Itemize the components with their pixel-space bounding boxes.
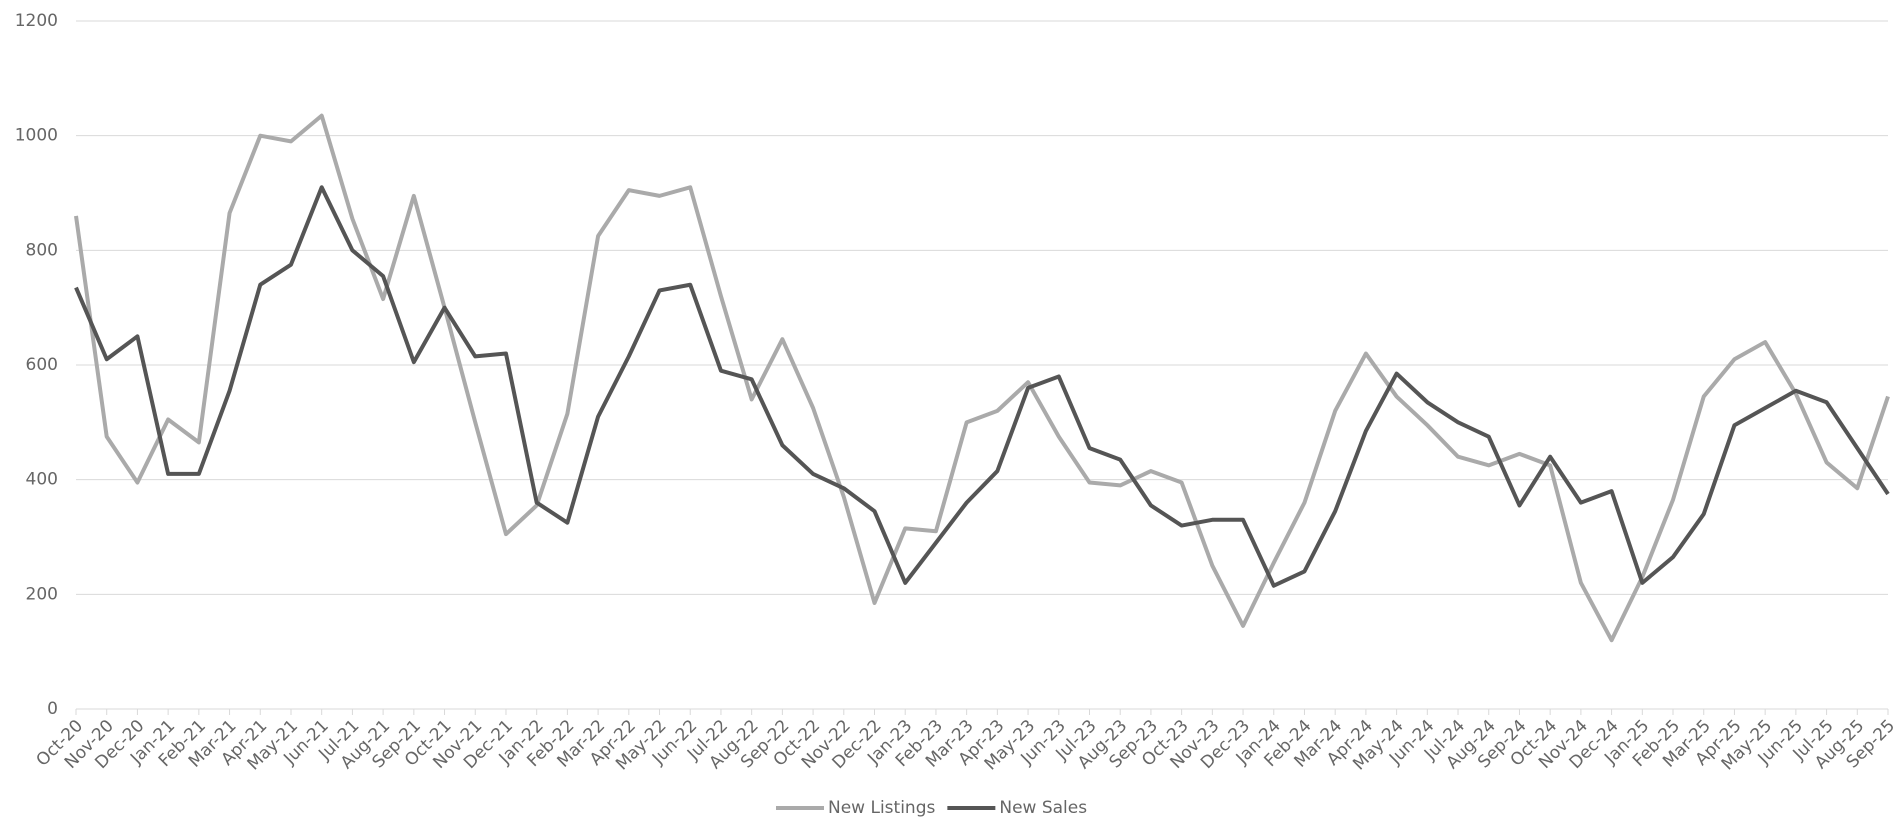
series-line	[74, 113, 1890, 643]
legend-label: New Listings	[828, 798, 935, 818]
y-tick-label: 600	[26, 355, 58, 375]
y-tick-label: 1000	[15, 126, 58, 146]
y-tick-label: 1200	[15, 11, 58, 31]
series-line	[74, 185, 1890, 588]
legend-label: New Sales	[999, 798, 1087, 818]
y-tick-label: 200	[26, 584, 58, 604]
y-tick-label: 0	[47, 699, 58, 719]
y-tick-label: 800	[26, 240, 58, 260]
y-tick-label: 400	[26, 470, 58, 490]
